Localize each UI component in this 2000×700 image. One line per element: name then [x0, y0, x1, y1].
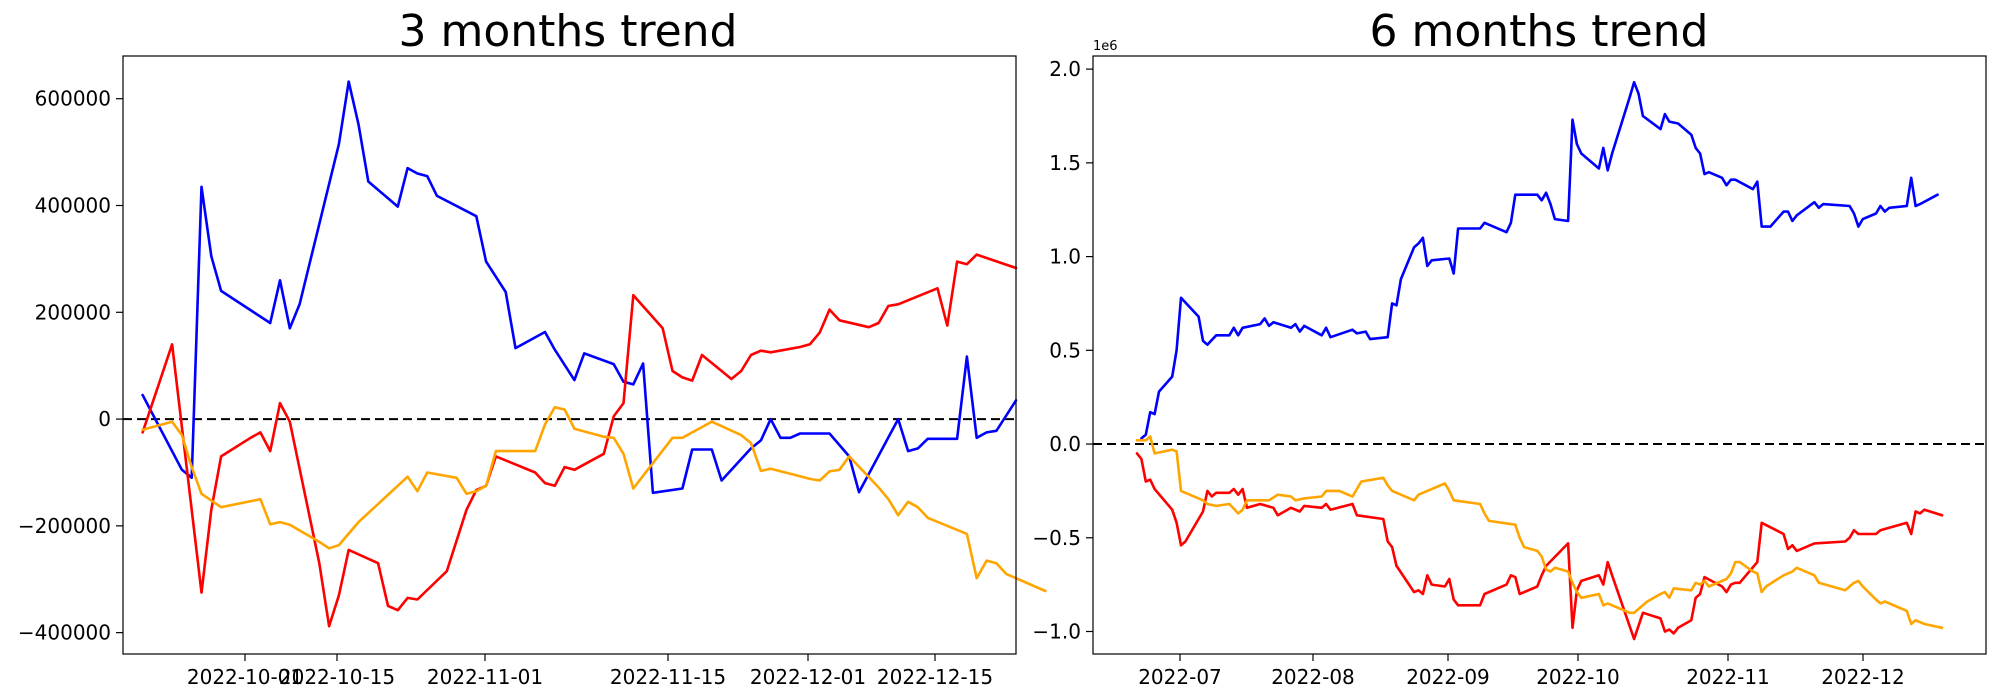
red-series-line [141, 253, 1018, 628]
x-tick-label: 2022-08 [1271, 665, 1355, 689]
y-tick-label: 1.5 [1049, 151, 1081, 175]
y-tick-label: 0 [98, 407, 111, 431]
y-tick-label: 400000 [35, 194, 111, 218]
x-tick-label: 2022-07 [1138, 665, 1222, 689]
blue-series-line [1140, 80, 1939, 440]
plot-frame [1092, 55, 1987, 655]
y-tick-label: 200000 [35, 300, 111, 324]
chart-6-months: 6 months trend 1e6 −1.0 −0.5 0.0 0.5 1.0 1.5 2… [1032, 6, 1987, 689]
x-tick-label: 2022-11-15 [610, 665, 726, 689]
x-tick-label: 2022-09 [1406, 665, 1490, 689]
chart-3-months: 3 months trend −400000 −200000 0 200000 4000… [18, 6, 1047, 689]
red-series-line [1135, 452, 1944, 641]
chart-title: 6 months trend [1370, 6, 1709, 57]
y-axis-offset-label: 1e6 [1093, 39, 1118, 54]
y-tick-label: 1.0 [1049, 245, 1081, 269]
y-tick-label: −400000 [18, 621, 111, 645]
y-tick-label: −1.0 [1032, 620, 1081, 644]
orange-series-line [1135, 435, 1944, 630]
x-tick-label: 2022-12 [1821, 665, 1905, 689]
y-tick-label: −200000 [18, 514, 111, 538]
x-tick-label: 2022-12-01 [750, 665, 866, 689]
plot-area [1093, 80, 1986, 641]
y-tick-label: 0.5 [1049, 338, 1081, 362]
y-tick-label: 600000 [35, 87, 111, 111]
y-tick-label: −0.5 [1032, 526, 1081, 550]
x-tick-label: 2022-10 [1536, 665, 1620, 689]
x-tick-label: 2022-10-01 [187, 665, 303, 689]
plot-area [123, 80, 1047, 628]
x-tick-label: 2022-11 [1686, 665, 1770, 689]
orange-series-line [141, 405, 1047, 593]
blue-series-line [141, 80, 1018, 495]
x-tick-label: 2022-12-15 [877, 665, 993, 689]
x-tick-label: 2022-10-15 [279, 665, 395, 689]
y-tick-label: 0.0 [1049, 432, 1081, 456]
axis-ticks: −400000 −200000 0 200000 400000 600000 2022-10… [18, 87, 993, 689]
plot-frame [122, 55, 1017, 655]
x-tick-label: 2022-11-01 [427, 665, 543, 689]
chart-title: 3 months trend [399, 6, 738, 57]
y-tick-label: 2.0 [1049, 57, 1081, 81]
axis-ticks: −1.0 −0.5 0.0 0.5 1.0 1.5 2.0 2022-07 2022-08 202… [1032, 57, 1904, 689]
